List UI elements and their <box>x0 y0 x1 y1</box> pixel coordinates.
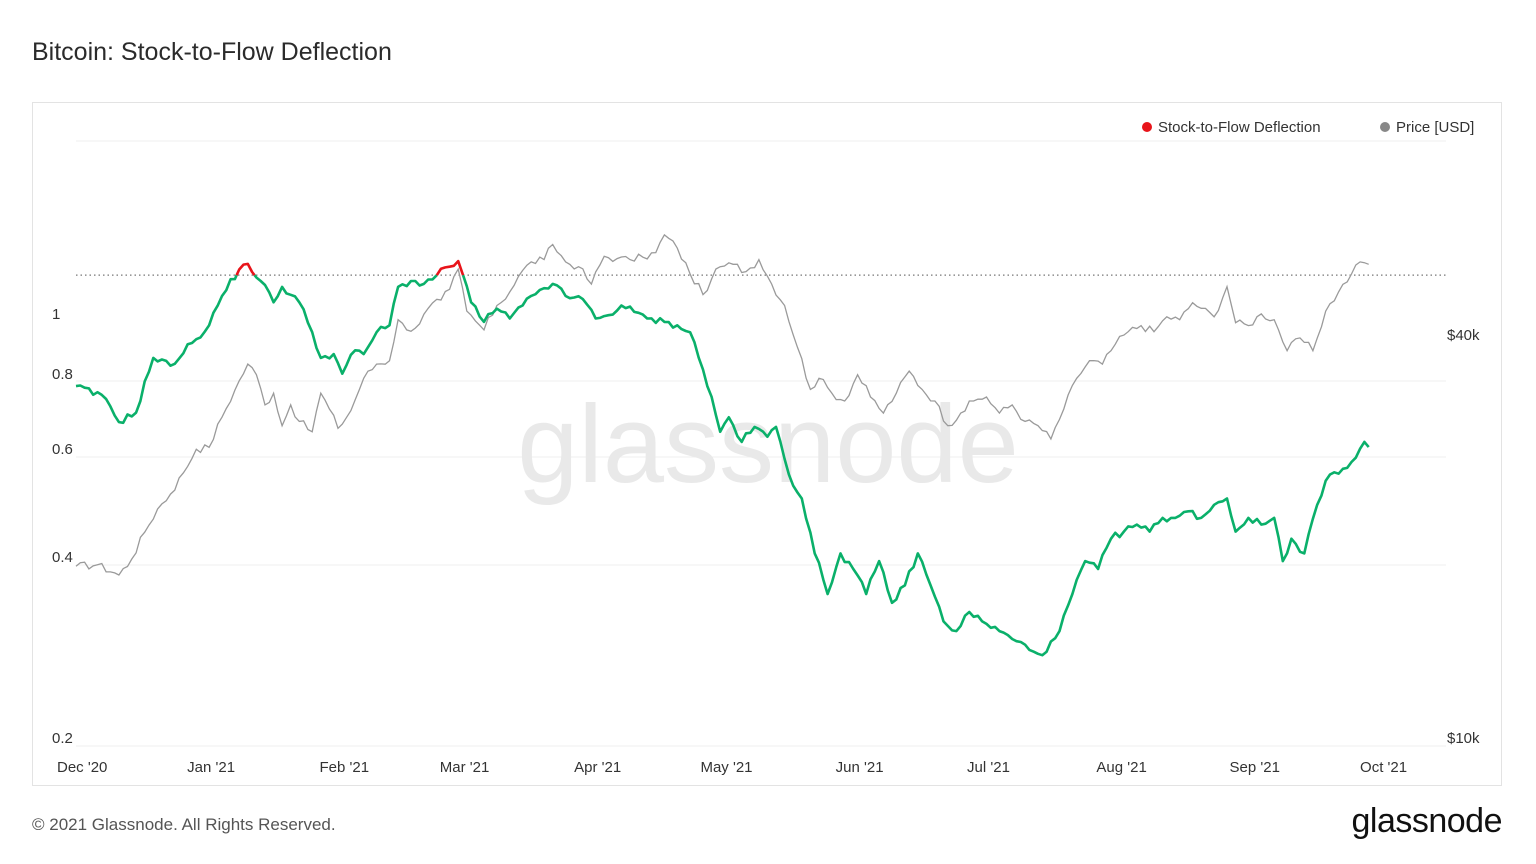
chart-panel <box>32 102 1502 786</box>
x-axis-tick-label: Jun '21 <box>836 759 884 776</box>
series-layer <box>75 233 1370 657</box>
axes-layer: 0.2 0.4 0.6 0.8 1 $10k $40k Dec '20 Jan '21 Feb '… <box>52 306 1480 776</box>
x-axis-tick-label: Aug '21 <box>1096 759 1146 776</box>
x-axis-tick-label: Jan '21 <box>187 759 235 776</box>
deflection-line-above-one <box>435 259 465 276</box>
x-axis-tick-label: Sep '21 <box>1230 759 1280 776</box>
watermark: glassnode <box>517 383 1019 506</box>
chart-title: Bitcoin: Stock-to-Flow Deflection <box>32 38 392 66</box>
right-axis-tick-label: $40k <box>1447 327 1480 344</box>
deflection-line-below-one <box>75 274 238 425</box>
chart-canvas: glassnode 0.2 0.4 0.6 0.8 1 $10k $40k Dec '20 Ja… <box>52 119 1480 776</box>
x-axis-tick-label: Jul '21 <box>967 759 1010 776</box>
left-axis-tick-label: 1 <box>52 306 60 323</box>
right-axis-tick-label: $10k <box>1447 730 1480 747</box>
legend-dot-deflection <box>1142 122 1152 132</box>
x-axis-tick-label: Oct '21 <box>1360 759 1407 776</box>
deflection-line-below-one <box>461 274 1370 657</box>
x-axis-tick-label: Dec '20 <box>57 759 107 776</box>
left-axis-tick-label: 0.2 <box>52 730 73 747</box>
deflection-line-below-one <box>253 274 438 375</box>
price-usd-line <box>75 233 1369 576</box>
left-axis-tick-label: 0.6 <box>52 441 73 458</box>
x-axis-tick-label: Mar '21 <box>440 759 490 776</box>
legend: Stock-to-Flow Deflection Price [USD] <box>1142 119 1474 136</box>
brand-logo: glassnode <box>1351 802 1502 840</box>
x-axis-tick-label: Feb '21 <box>319 759 369 776</box>
deflection-line-above-one <box>235 262 256 277</box>
x-axis-tick-label: May '21 <box>700 759 752 776</box>
copyright-text: © 2021 Glassnode. All Rights Reserved. <box>32 815 336 834</box>
legend-label: Stock-to-Flow Deflection <box>1158 119 1321 136</box>
x-axis-tick-label: Apr '21 <box>574 759 621 776</box>
legend-dot-price <box>1380 122 1390 132</box>
grid-layer <box>76 140 1446 747</box>
left-axis-tick-label: 0.4 <box>52 549 73 566</box>
legend-label: Price [USD] <box>1396 119 1474 136</box>
left-axis-tick-label: 0.8 <box>52 366 73 383</box>
